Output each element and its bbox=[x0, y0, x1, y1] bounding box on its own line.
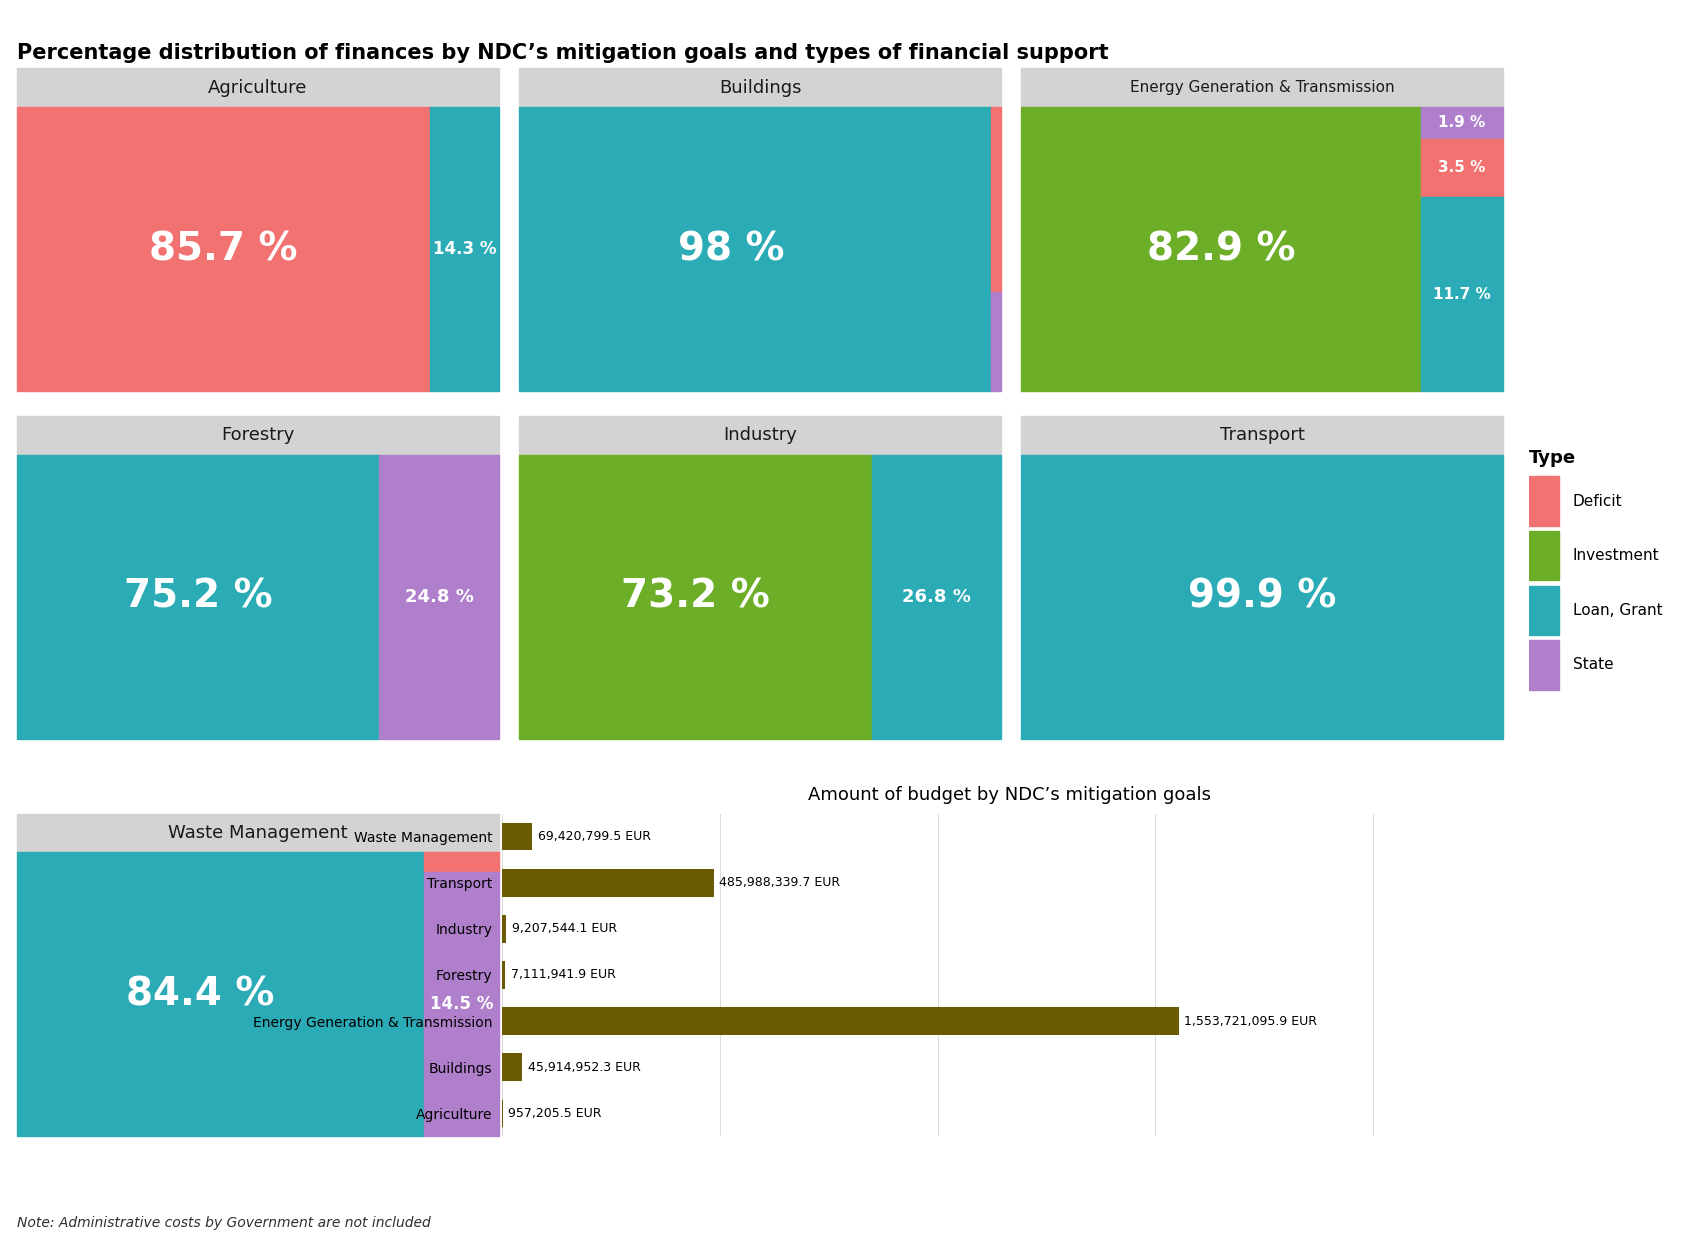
Text: 485,988,339.7 EUR: 485,988,339.7 EUR bbox=[719, 876, 840, 889]
Text: 84.4 %: 84.4 % bbox=[125, 975, 274, 1013]
Title: Amount of budget by NDC’s mitigation goals: Amount of budget by NDC’s mitigation goa… bbox=[808, 786, 1211, 804]
Bar bbox=[519, 455, 873, 739]
Bar bbox=[502, 1053, 523, 1081]
Text: 45,914,952.3 EUR: 45,914,952.3 EUR bbox=[528, 1061, 641, 1074]
Bar bbox=[519, 416, 1001, 455]
Bar bbox=[502, 822, 533, 851]
Bar bbox=[1021, 107, 1420, 391]
Bar bbox=[424, 852, 499, 872]
Bar bbox=[502, 869, 714, 897]
Bar bbox=[379, 455, 499, 739]
Text: Note: Administrative costs by Government are not included: Note: Administrative costs by Government… bbox=[17, 1216, 431, 1230]
Bar bbox=[1420, 107, 1503, 139]
Text: 14.5 %: 14.5 % bbox=[430, 995, 494, 1013]
Bar bbox=[1529, 641, 1559, 689]
Bar bbox=[17, 814, 499, 852]
Text: 11.7 %: 11.7 % bbox=[1434, 287, 1491, 302]
Text: 69,420,799.5 EUR: 69,420,799.5 EUR bbox=[538, 830, 651, 843]
Text: 1,553,721,095.9 EUR: 1,553,721,095.9 EUR bbox=[1184, 1015, 1317, 1027]
Text: 957,205.5 EUR: 957,205.5 EUR bbox=[507, 1107, 602, 1120]
Text: 14.3 %: 14.3 % bbox=[433, 240, 495, 258]
Bar bbox=[17, 852, 424, 1136]
Text: 7,111,941.9 EUR: 7,111,941.9 EUR bbox=[511, 969, 616, 981]
Text: Loan, Grant: Loan, Grant bbox=[1573, 602, 1662, 617]
Text: 99.9 %: 99.9 % bbox=[1189, 578, 1336, 616]
Bar bbox=[1529, 477, 1559, 525]
Text: 3.5 %: 3.5 % bbox=[1439, 160, 1486, 175]
Bar bbox=[1021, 416, 1503, 455]
Text: Forestry: Forestry bbox=[222, 426, 294, 445]
Text: Industry: Industry bbox=[724, 426, 796, 445]
Text: 75.2 %: 75.2 % bbox=[123, 578, 272, 616]
Bar bbox=[1529, 586, 1559, 635]
Bar bbox=[1420, 196, 1503, 391]
Bar bbox=[519, 68, 1001, 107]
Text: Transport: Transport bbox=[1219, 426, 1305, 445]
Bar bbox=[17, 455, 379, 739]
Bar bbox=[1021, 68, 1503, 107]
Bar bbox=[1529, 532, 1559, 580]
Text: State: State bbox=[1573, 657, 1613, 672]
Text: Agriculture: Agriculture bbox=[208, 78, 308, 97]
Bar bbox=[1021, 455, 1503, 739]
Bar bbox=[873, 455, 1001, 739]
Bar bbox=[17, 416, 499, 455]
Bar bbox=[424, 872, 499, 1136]
Text: 26.8 %: 26.8 % bbox=[901, 587, 971, 606]
Text: 85.7 %: 85.7 % bbox=[149, 230, 298, 268]
Bar bbox=[991, 292, 1001, 391]
Text: Buildings: Buildings bbox=[719, 78, 802, 97]
Text: 9,207,544.1 EUR: 9,207,544.1 EUR bbox=[512, 923, 617, 935]
Bar bbox=[502, 961, 506, 989]
Text: Energy Generation & Transmission: Energy Generation & Transmission bbox=[1130, 81, 1395, 96]
Text: 1.9 %: 1.9 % bbox=[1439, 116, 1486, 130]
Text: Deficit: Deficit bbox=[1573, 493, 1622, 508]
Bar bbox=[519, 107, 991, 391]
Text: 98 %: 98 % bbox=[678, 230, 785, 268]
Bar bbox=[430, 107, 499, 391]
Bar bbox=[17, 107, 430, 391]
Text: 82.9 %: 82.9 % bbox=[1146, 230, 1295, 268]
Bar bbox=[17, 68, 499, 107]
Text: Waste Management: Waste Management bbox=[167, 823, 348, 842]
Text: Investment: Investment bbox=[1573, 548, 1659, 563]
Bar bbox=[502, 915, 506, 943]
Text: Type: Type bbox=[1529, 450, 1576, 467]
Text: 24.8 %: 24.8 % bbox=[404, 587, 473, 606]
Text: 73.2 %: 73.2 % bbox=[621, 578, 769, 616]
Bar bbox=[502, 1007, 1179, 1035]
Bar bbox=[1420, 139, 1503, 196]
Text: Percentage distribution of finances by NDC’s mitigation goals and types of finan: Percentage distribution of finances by N… bbox=[17, 43, 1109, 63]
Bar bbox=[991, 107, 1001, 292]
